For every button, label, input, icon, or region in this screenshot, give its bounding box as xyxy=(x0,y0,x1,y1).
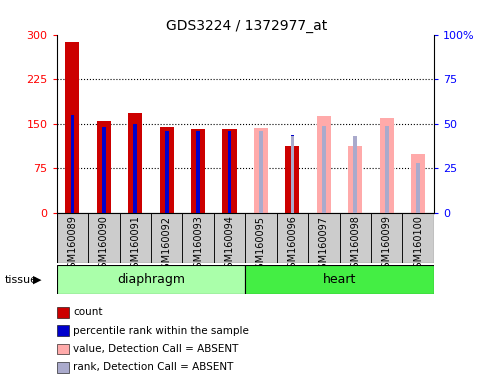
Bar xyxy=(214,213,246,263)
Text: GSM160098: GSM160098 xyxy=(350,216,360,275)
Bar xyxy=(340,213,371,263)
Text: count: count xyxy=(73,307,103,317)
Bar xyxy=(182,213,214,263)
Text: GSM160096: GSM160096 xyxy=(287,216,297,275)
Bar xyxy=(196,131,200,213)
Bar xyxy=(353,136,357,213)
Bar xyxy=(222,129,237,213)
Bar xyxy=(66,42,79,213)
Bar xyxy=(322,126,326,213)
Text: percentile rank within the sample: percentile rank within the sample xyxy=(73,326,249,336)
Text: GSM160093: GSM160093 xyxy=(193,216,203,275)
Text: GSM160090: GSM160090 xyxy=(99,216,109,275)
Bar xyxy=(245,265,434,294)
Text: value, Detection Call = ABSENT: value, Detection Call = ABSENT xyxy=(73,344,238,354)
Bar xyxy=(245,213,277,263)
Bar xyxy=(191,129,205,213)
Bar xyxy=(416,163,420,213)
Text: GSM160097: GSM160097 xyxy=(319,216,329,275)
Bar xyxy=(402,213,434,263)
Bar xyxy=(57,213,88,263)
Bar xyxy=(385,126,388,213)
Bar xyxy=(308,213,340,263)
Bar xyxy=(134,124,137,213)
Bar xyxy=(290,134,294,213)
Text: GSM160094: GSM160094 xyxy=(224,216,235,275)
Text: GSM160089: GSM160089 xyxy=(68,216,77,275)
Bar xyxy=(259,131,263,213)
Bar xyxy=(285,146,299,213)
Bar xyxy=(119,213,151,263)
Bar xyxy=(228,131,231,213)
Bar xyxy=(165,131,169,213)
Text: GSM160095: GSM160095 xyxy=(256,216,266,275)
Bar xyxy=(160,127,174,213)
Bar xyxy=(348,146,362,213)
Bar xyxy=(277,213,308,263)
Bar xyxy=(97,121,111,213)
Text: GDS3224 / 1372977_at: GDS3224 / 1372977_at xyxy=(166,19,327,33)
Bar xyxy=(88,213,119,263)
Bar xyxy=(380,118,394,213)
Text: GSM160091: GSM160091 xyxy=(130,216,141,275)
Bar xyxy=(411,154,425,213)
Bar xyxy=(371,213,402,263)
Bar xyxy=(57,265,245,294)
Text: GSM160092: GSM160092 xyxy=(162,216,172,275)
Bar xyxy=(128,113,142,213)
Text: diaphragm: diaphragm xyxy=(117,273,185,286)
Text: tissue: tissue xyxy=(5,275,38,285)
Bar xyxy=(290,136,294,213)
Text: GSM160099: GSM160099 xyxy=(382,216,392,275)
Bar xyxy=(151,213,182,263)
Bar xyxy=(102,127,106,213)
Bar xyxy=(70,115,74,213)
Text: heart: heart xyxy=(323,273,356,286)
Text: ▶: ▶ xyxy=(34,275,42,285)
Bar xyxy=(317,116,331,213)
Text: GSM160100: GSM160100 xyxy=(413,216,423,275)
Text: rank, Detection Call = ABSENT: rank, Detection Call = ABSENT xyxy=(73,362,233,372)
Bar xyxy=(254,128,268,213)
